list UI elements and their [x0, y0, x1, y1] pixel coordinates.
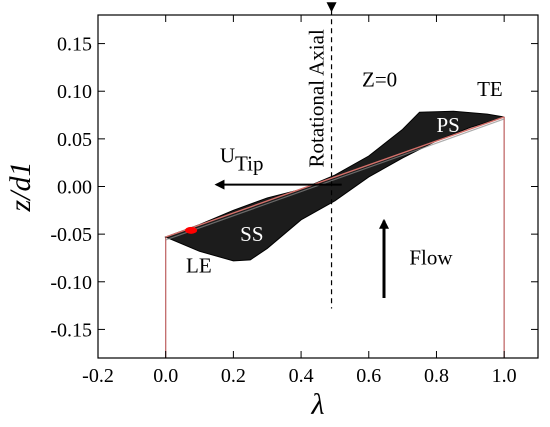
- annotation-flow: Flow: [409, 246, 453, 270]
- x-tick-label-0: -0.2: [82, 365, 114, 387]
- y-tick-label-3: 0.00: [57, 177, 92, 199]
- chord-line: [165, 116, 505, 238]
- annotation-te: TE: [477, 77, 503, 101]
- x-tick-label-2: 0.2: [221, 365, 246, 387]
- x-tick-label-3: 0.4: [289, 365, 314, 387]
- z0-label: Z=0: [362, 67, 397, 91]
- leading-edge-marker: [185, 226, 198, 234]
- y-tick-label-5: -0.10: [50, 272, 92, 294]
- annotation-ps: PS: [436, 113, 459, 137]
- x-axis-label: λ: [311, 388, 325, 421]
- utip-label: UTip: [220, 144, 264, 176]
- x-tick-label-1: 0.0: [153, 365, 178, 387]
- y-axis-label: z/d1: [4, 161, 37, 212]
- y-tick-label-2: 0.05: [57, 129, 92, 151]
- x-tick-label-4: 0.6: [356, 365, 381, 387]
- tick-layer: -0.2 0.0 0.2 0.4 0.6 0.8 1.0 0.15 0.10 0.05 0.00 -0…: [50, 15, 538, 387]
- camber-line: [165, 118, 505, 241]
- utip-subscript: Tip: [235, 152, 263, 176]
- annotation-ss: SS: [240, 222, 263, 246]
- x-tick-label-5: 0.8: [424, 365, 449, 387]
- y-tick-label-1: 0.10: [57, 81, 92, 103]
- x-tick-label-6: 1.0: [492, 365, 517, 387]
- rotational-axis-label: Rotational Axial: [305, 29, 329, 167]
- y-tick-label-0: 0.15: [57, 34, 92, 56]
- y-tick-label-6: -0.15: [50, 319, 92, 341]
- y-tick-label-4: -0.05: [50, 224, 92, 246]
- overlay-layer: Rotational Axial Z=0 TE PS SS LE Flow UTip: [186, 2, 503, 309]
- blade-layer: [164, 110, 505, 358]
- annotation-le: LE: [186, 253, 212, 277]
